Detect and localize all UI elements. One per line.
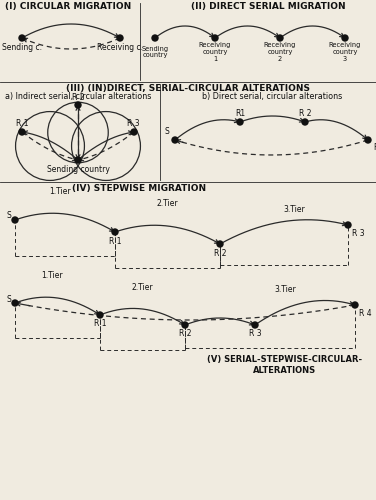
- Circle shape: [365, 137, 371, 143]
- Circle shape: [75, 157, 81, 163]
- Text: (II) DIRECT SERIAL MIGRATION: (II) DIRECT SERIAL MIGRATION: [191, 2, 345, 12]
- Text: R 3: R 3: [374, 144, 376, 152]
- Text: (IV) STEPWISE MIGRATION: (IV) STEPWISE MIGRATION: [72, 184, 206, 192]
- Text: a) Indirect serial, circular alterations: a) Indirect serial, circular alterations: [5, 92, 151, 102]
- Circle shape: [152, 35, 158, 41]
- Text: Receiving
country
2: Receiving country 2: [264, 42, 296, 62]
- Circle shape: [172, 137, 178, 143]
- Text: R 2: R 2: [214, 248, 226, 258]
- Circle shape: [352, 302, 358, 308]
- Text: b) Direct serial, circular alterations: b) Direct serial, circular alterations: [202, 92, 342, 102]
- Text: S: S: [164, 128, 169, 136]
- Text: R1: R1: [235, 110, 245, 118]
- Text: (I) CIRCULAR MIGRATION: (I) CIRCULAR MIGRATION: [5, 2, 131, 12]
- Text: Receiving
country
1: Receiving country 1: [199, 42, 231, 62]
- Text: R 1: R 1: [109, 236, 121, 246]
- Circle shape: [112, 229, 118, 235]
- Text: Sending
country: Sending country: [141, 46, 168, 59]
- Text: S: S: [6, 294, 11, 304]
- Text: Sending country: Sending country: [47, 166, 109, 174]
- Text: 2.Tier: 2.Tier: [157, 200, 178, 208]
- Text: R 3: R 3: [249, 330, 261, 338]
- Text: S: S: [6, 212, 11, 220]
- Circle shape: [182, 322, 188, 328]
- Text: (V) SERIAL-STEPWISE-CIRCULAR-
ALTERATIONS: (V) SERIAL-STEPWISE-CIRCULAR- ALTERATION…: [208, 356, 362, 374]
- Text: Receiving
country
3: Receiving country 3: [329, 42, 361, 62]
- Text: R 2: R 2: [72, 92, 84, 102]
- Text: Sending c.: Sending c.: [2, 44, 42, 52]
- Circle shape: [12, 300, 18, 306]
- Circle shape: [237, 119, 243, 125]
- Text: 1.Tier: 1.Tier: [49, 188, 71, 196]
- Text: R 3: R 3: [127, 120, 140, 128]
- Text: 3.Tier: 3.Tier: [283, 204, 305, 214]
- Text: R 4: R 4: [359, 310, 371, 318]
- Circle shape: [19, 129, 25, 135]
- Circle shape: [252, 322, 258, 328]
- Text: Receiving c.: Receiving c.: [97, 44, 143, 52]
- Circle shape: [97, 312, 103, 318]
- Circle shape: [277, 35, 283, 41]
- Text: R 2: R 2: [179, 330, 191, 338]
- Text: R 1: R 1: [94, 320, 106, 328]
- Circle shape: [12, 217, 18, 223]
- Text: 1.Tier: 1.Tier: [42, 270, 63, 280]
- Text: (III) (IN)DIRECT, SERIAL-CIRCULAR ALTERATIONS: (III) (IN)DIRECT, SERIAL-CIRCULAR ALTERA…: [66, 84, 310, 92]
- Circle shape: [75, 102, 81, 108]
- Text: 2.Tier: 2.Tier: [132, 282, 153, 292]
- Text: R 1: R 1: [16, 120, 29, 128]
- Circle shape: [342, 35, 348, 41]
- Text: R 2: R 2: [299, 110, 311, 118]
- Text: 3.Tier: 3.Tier: [274, 286, 296, 294]
- Text: R 3: R 3: [352, 230, 365, 238]
- Circle shape: [117, 35, 123, 41]
- Circle shape: [302, 119, 308, 125]
- Circle shape: [345, 222, 351, 228]
- Circle shape: [19, 35, 25, 41]
- Circle shape: [131, 129, 137, 135]
- Circle shape: [217, 241, 223, 247]
- Circle shape: [212, 35, 218, 41]
